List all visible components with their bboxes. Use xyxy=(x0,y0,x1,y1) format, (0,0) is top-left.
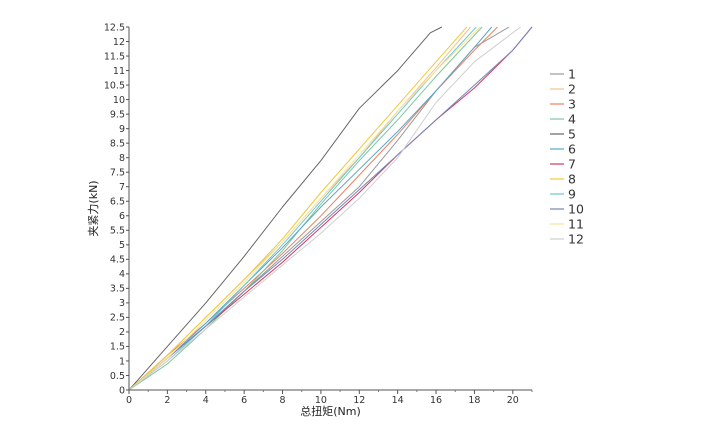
series-line-3 xyxy=(128,26,498,391)
legend-label-4: 4 xyxy=(568,112,576,127)
y-tick-label: 6.5 xyxy=(110,197,125,208)
legend-label-1: 1 xyxy=(568,67,576,82)
x-tick-label: 18 xyxy=(468,395,480,406)
y-tick-label: 4.5 xyxy=(110,255,125,266)
y-tick-label: 1 xyxy=(119,356,125,367)
legend-label-10: 10 xyxy=(568,202,584,217)
y-tick-label: 11.5 xyxy=(104,51,125,62)
legend-label-5: 5 xyxy=(568,127,576,142)
axes-layer: 00.511.522.533.544.555.566.577.588.599.5… xyxy=(104,22,533,406)
x-tick-label: 14 xyxy=(392,395,404,406)
legend-label-9: 9 xyxy=(568,187,576,202)
x-tick-label: 0 xyxy=(126,395,132,406)
series-layer xyxy=(128,26,533,391)
y-axis-title: 夹紧力(kN) xyxy=(87,180,100,236)
y-tick-label: 4 xyxy=(119,269,125,280)
x-tick-label: 4 xyxy=(203,395,209,406)
legend-label-11: 11 xyxy=(568,217,584,232)
x-tick-label: 20 xyxy=(507,395,519,406)
legend-label-8: 8 xyxy=(568,172,576,187)
y-tick-label: 2 xyxy=(119,327,125,338)
x-axis-title: 总扭矩(Nm) xyxy=(300,404,361,418)
x-tick-label: 16 xyxy=(430,395,442,406)
y-tick-label: 0 xyxy=(119,385,125,396)
y-tick-label: 12 xyxy=(113,37,125,48)
y-tick-label: 1.5 xyxy=(110,342,125,353)
series-line-11 xyxy=(128,26,481,391)
legend-label-3: 3 xyxy=(568,97,576,112)
series-line-5 xyxy=(128,26,443,391)
legend-label-2: 2 xyxy=(568,82,576,97)
y-tick-label: 3.5 xyxy=(110,284,125,295)
series-line-12 xyxy=(128,26,521,391)
y-tick-label: 7.5 xyxy=(110,168,125,179)
x-tick-label: 2 xyxy=(164,395,170,406)
y-tick-label: 10.5 xyxy=(104,80,125,91)
legend-label-7: 7 xyxy=(568,157,576,172)
series-line-9 xyxy=(128,26,477,391)
series-line-6 xyxy=(128,26,493,391)
y-tick-label: 5 xyxy=(119,240,125,251)
y-tick-label: 5.5 xyxy=(110,226,125,237)
series-line-7 xyxy=(128,26,533,391)
y-tick-label: 10 xyxy=(113,95,125,106)
y-tick-label: 9.5 xyxy=(110,109,125,120)
y-tick-label: 8.5 xyxy=(110,138,125,149)
x-tick-label: 12 xyxy=(353,395,365,406)
y-tick-label: 6 xyxy=(119,211,125,222)
y-tick-label: 0.5 xyxy=(110,371,125,382)
legend-label-12: 12 xyxy=(568,232,584,247)
y-tick-label: 7 xyxy=(119,182,125,193)
y-tick-label: 12.5 xyxy=(104,22,125,33)
x-tick-label: 8 xyxy=(280,395,286,406)
series-line-8 xyxy=(128,26,468,391)
y-tick-label: 11 xyxy=(113,66,125,77)
legend-label-6: 6 xyxy=(568,142,576,157)
series-line-10 xyxy=(128,26,533,391)
y-tick-label: 2.5 xyxy=(110,313,125,324)
y-tick-label: 3 xyxy=(119,298,125,309)
x-tick-label: 6 xyxy=(241,395,247,406)
series-line-4 xyxy=(128,26,483,391)
y-tick-label: 9 xyxy=(119,124,125,135)
x-tick-label: 10 xyxy=(315,395,327,406)
y-tick-label: 8 xyxy=(119,153,125,164)
